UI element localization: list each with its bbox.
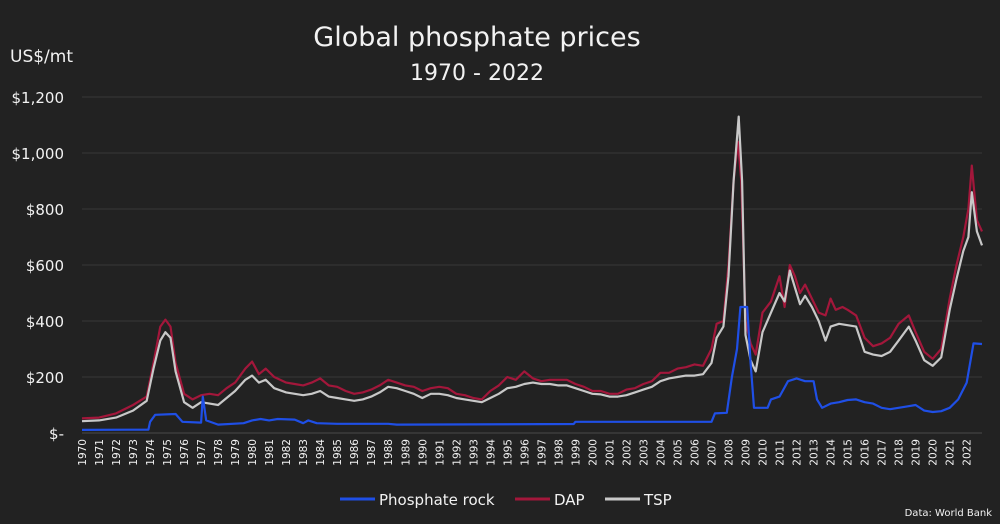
series-lines — [81, 115, 984, 431]
x-tick-label: 2022 — [962, 439, 974, 466]
x-tick-label: 2008 — [724, 439, 736, 466]
legend-item-tsp: TSP — [605, 491, 672, 509]
x-tick-label: 1987 — [366, 439, 378, 466]
x-tick-label: 1978 — [213, 439, 225, 466]
x-tick-label: 2004 — [655, 439, 667, 466]
x-tick-label: 1998 — [553, 439, 565, 466]
x-tick-label: 1972 — [111, 439, 123, 466]
x-tick-label: 1996 — [519, 439, 531, 466]
chart-subtitle: 1970 - 2022 — [410, 61, 544, 86]
y-axis-label: US$/mt — [10, 47, 73, 67]
y-tick-label: $1,000 — [12, 145, 65, 163]
x-tick-label: 2020 — [928, 439, 940, 466]
x-tick-label: 1970 — [77, 439, 89, 466]
legend-label: Phosphate rock — [379, 491, 495, 509]
x-tick-label: 1977 — [196, 439, 208, 466]
x-tick-label: 1994 — [485, 439, 497, 466]
x-tick-label: 1979 — [230, 439, 242, 466]
x-tick-label: 2011 — [775, 439, 787, 466]
x-tick-label: 1976 — [179, 439, 191, 466]
x-tick-label: 1997 — [536, 439, 548, 466]
x-tick-label: 2015 — [843, 439, 855, 466]
x-tick-label: 1989 — [400, 439, 412, 466]
gridlines — [82, 96, 982, 434]
legend: Phosphate rock DAP TSP — [340, 491, 672, 509]
legend-label: TSP — [643, 491, 672, 509]
x-tick-label: 2006 — [689, 439, 701, 466]
x-tick-label: 1992 — [451, 439, 463, 466]
x-tick-label: 2001 — [604, 439, 616, 466]
x-tick-label: 1974 — [145, 439, 157, 466]
x-tick-label: 1981 — [264, 439, 276, 466]
x-tick-label: 1985 — [332, 439, 344, 466]
y-tick-label: $400 — [26, 313, 64, 331]
legend-label: DAP — [554, 491, 585, 509]
legend-item-phosphate-rock: Phosphate rock — [340, 491, 495, 509]
x-tick-label: 2017 — [877, 439, 889, 466]
x-tick-label: 1995 — [502, 439, 514, 466]
x-tick-label: 1982 — [281, 439, 293, 466]
x-tick-label: 1975 — [162, 439, 174, 466]
series-line-dap — [81, 140, 984, 420]
legend-item-dap: DAP — [515, 491, 585, 509]
x-tick-label: 1971 — [94, 439, 106, 466]
source-note: Data: World Bank — [905, 508, 993, 519]
x-axis-ticks: 1970 1971 1972 1973 1974 1975 1976 1977 1978 1979… — [77, 439, 974, 466]
x-tick-label: 1983 — [298, 439, 310, 466]
x-tick-label: 2010 — [758, 439, 770, 466]
x-tick-label: 2016 — [860, 439, 872, 466]
x-tick-label: 2012 — [792, 439, 804, 466]
series-line-tsp — [81, 115, 984, 423]
x-tick-label: 2002 — [621, 439, 633, 466]
y-tick-label: $200 — [26, 369, 64, 387]
x-tick-label: 1973 — [128, 439, 140, 466]
x-tick-label: 1993 — [468, 439, 480, 466]
x-tick-label: 2005 — [672, 439, 684, 466]
x-tick-label: 1980 — [247, 439, 259, 466]
x-tick-label: 2018 — [894, 439, 906, 466]
x-tick-label: 2019 — [911, 439, 923, 466]
y-tick-label: $600 — [26, 257, 64, 275]
y-tick-label: $800 — [26, 201, 64, 219]
x-tick-label: 2014 — [826, 439, 838, 466]
x-tick-label: 1988 — [383, 439, 395, 466]
x-tick-label: 1990 — [417, 439, 429, 466]
y-tick-label: $- — [49, 425, 64, 443]
x-tick-label: 2013 — [809, 439, 821, 466]
series-line-phosphate-rock — [81, 305, 983, 431]
x-tick-label: 2000 — [587, 439, 599, 466]
x-tick-label: 1984 — [315, 439, 327, 466]
x-tick-label: 2021 — [945, 439, 957, 466]
x-tick-label: 2007 — [706, 439, 718, 466]
x-tick-label: 1999 — [570, 439, 582, 466]
x-tick-label: 2003 — [638, 439, 650, 466]
y-axis-ticks: $- $200 $400 $600 $800 $1,000 $1,200 — [12, 89, 65, 443]
y-tick-label: $1,200 — [12, 89, 65, 107]
x-tick-label: 2009 — [741, 439, 753, 466]
x-tick-label: 1986 — [349, 439, 361, 466]
x-tick-label: 1991 — [434, 439, 446, 466]
chart-title: Global phosphate prices — [313, 22, 640, 53]
